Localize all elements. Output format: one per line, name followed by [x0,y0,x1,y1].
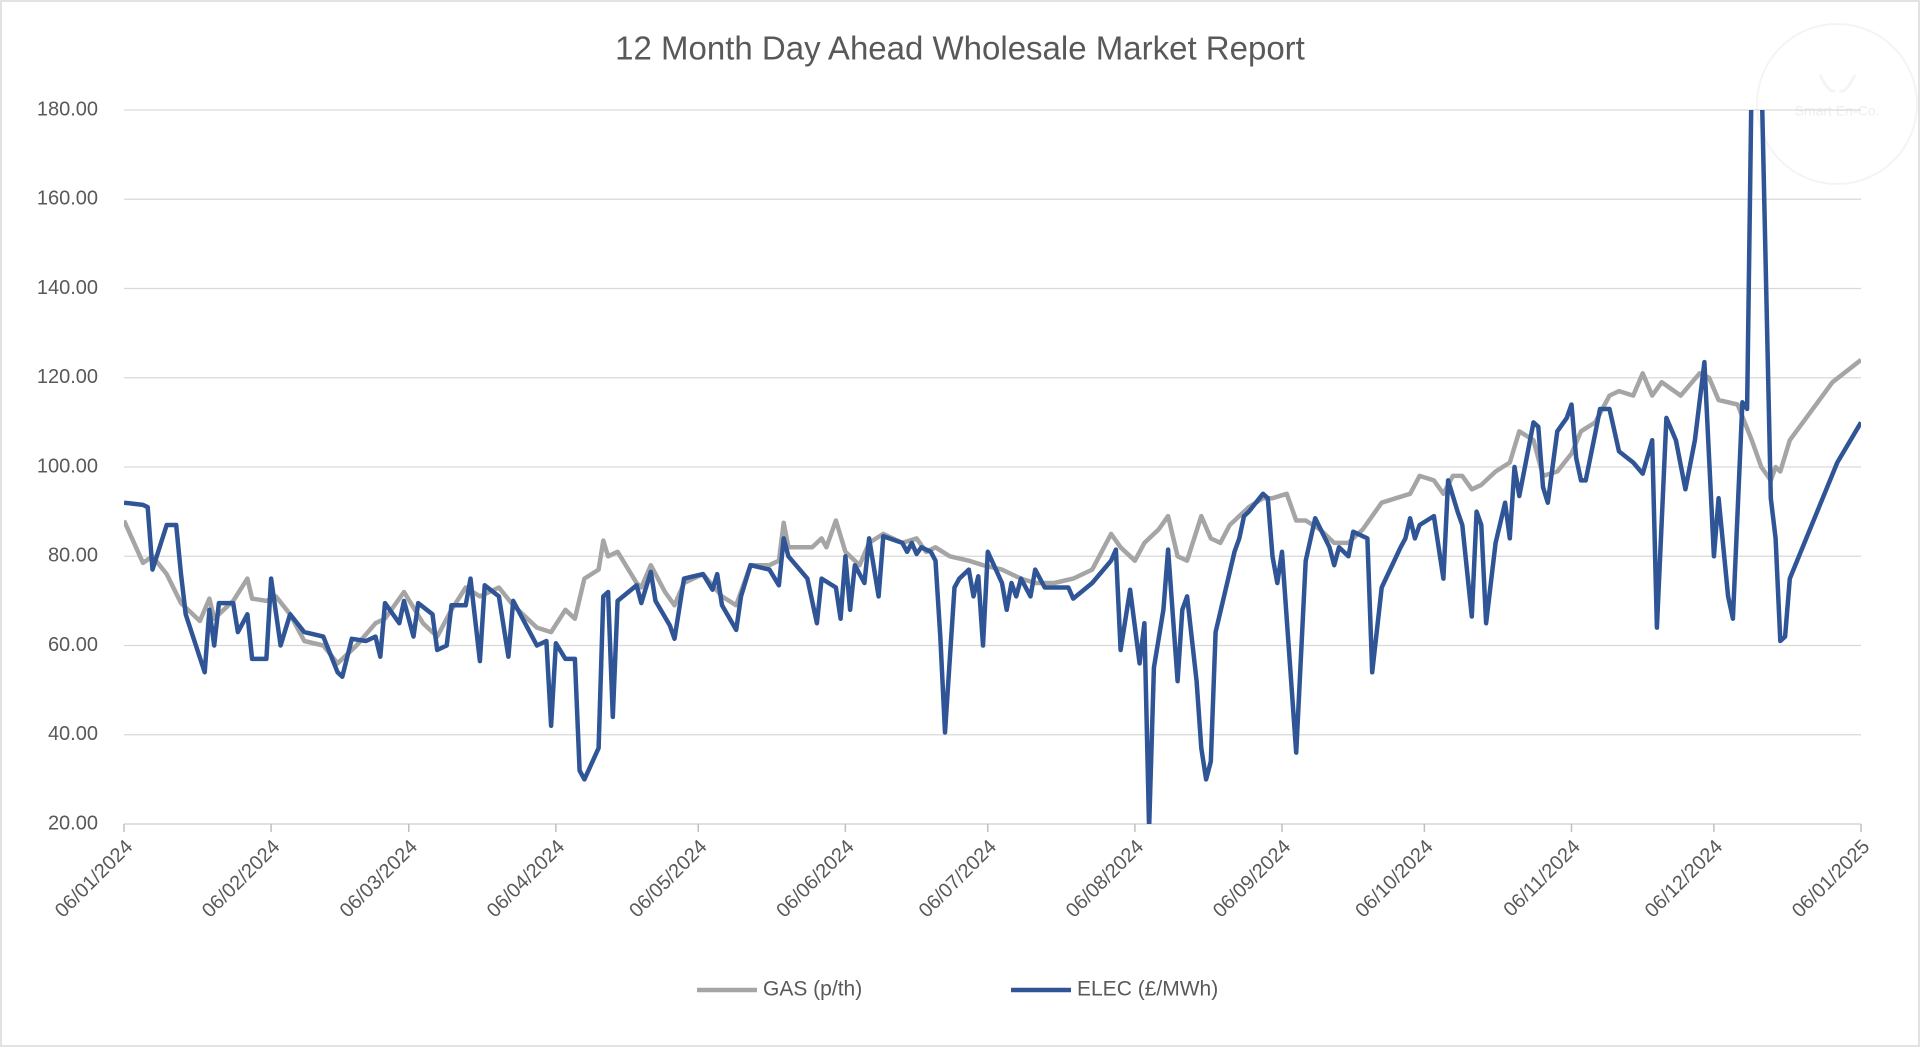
watermark-text: Smart En-Co. [1795,103,1880,119]
y-tick-label: 40.00 [48,723,98,745]
y-tick-label: 20.00 [48,812,98,834]
legend: GAS (p/th) ELEC (£/MWh) [697,978,1218,1001]
y-tick-label: 140.00 [37,277,98,299]
y-tick-label: 120.00 [37,366,98,388]
chart-title: 12 Month Day Ahead Wholesale Market Repo… [615,30,1305,67]
y-tick-label: 160.00 [37,188,98,210]
y-tick-label: 60.00 [48,634,98,656]
legend-label: GAS (p/th) [763,978,862,1001]
y-tick-label: 180.00 [37,98,98,120]
series-line [124,110,1861,824]
y-tick-label: 100.00 [37,455,98,477]
y-tick-label: 80.00 [48,545,98,567]
legend-label: ELEC (£/MWh) [1077,978,1218,1001]
watermark: Smart En-Co. [1756,23,1918,185]
plot-lines [124,110,1861,824]
